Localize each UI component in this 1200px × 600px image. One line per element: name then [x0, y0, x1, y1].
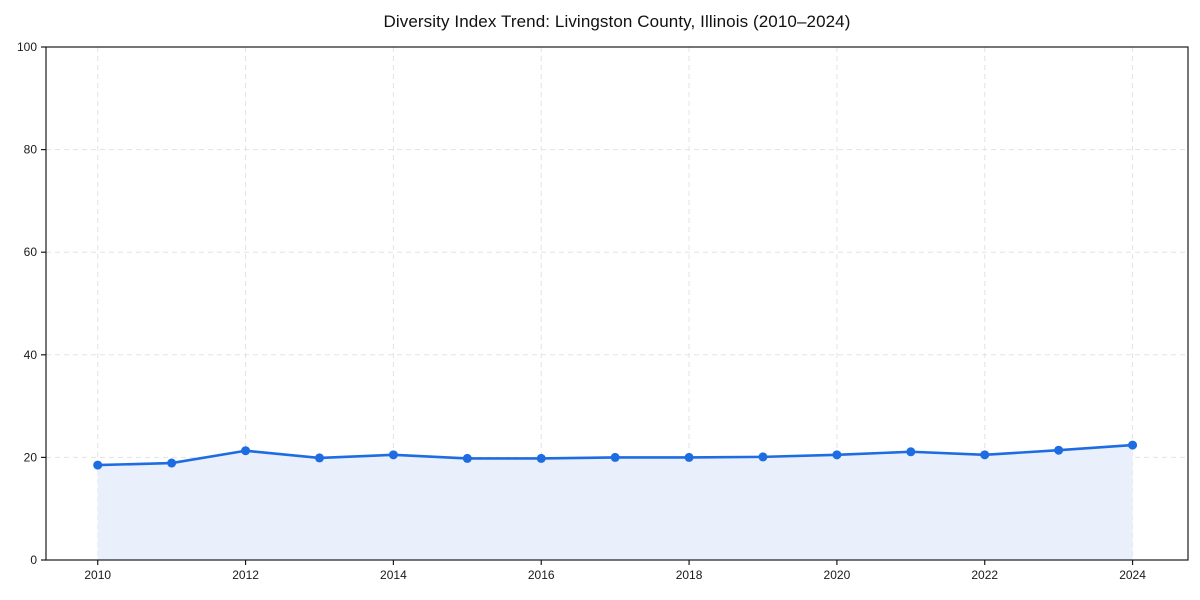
x-tick-label: 2018 — [676, 568, 703, 582]
data-point-marker — [388, 450, 398, 460]
data-point-marker — [241, 446, 251, 456]
data-point-marker — [832, 450, 842, 460]
data-point-marker — [906, 447, 916, 457]
x-tick-label: 2020 — [824, 568, 851, 582]
x-tick-label: 2010 — [84, 568, 111, 582]
data-point-marker — [1054, 445, 1064, 455]
x-tick-label: 2024 — [1119, 568, 1146, 582]
data-point-marker — [1128, 440, 1138, 450]
data-point-marker — [167, 458, 177, 468]
data-point-marker — [462, 453, 472, 463]
data-point-marker — [610, 452, 620, 462]
y-tick-label: 60 — [24, 245, 38, 259]
data-point-marker — [314, 453, 324, 463]
chart-title: Diversity Index Trend: Livingston County… — [383, 12, 851, 31]
y-tick-label: 40 — [24, 348, 38, 362]
data-point-marker — [536, 453, 546, 463]
x-tick-label: 2022 — [971, 568, 998, 582]
y-tick-label: 20 — [24, 450, 38, 464]
x-tick-label: 2012 — [232, 568, 259, 582]
data-point-marker — [980, 450, 990, 460]
y-tick-label: 0 — [30, 553, 37, 567]
x-tick-label: 2016 — [528, 568, 555, 582]
data-point-marker — [758, 452, 768, 462]
y-tick-label: 80 — [24, 143, 38, 157]
data-point-marker — [684, 452, 694, 462]
series-area-fill — [97, 445, 1133, 560]
y-tick-label: 100 — [17, 40, 37, 54]
x-tick-label: 2014 — [380, 568, 407, 582]
data-point-marker — [93, 460, 103, 470]
plot-area-border — [45, 46, 1189, 561]
